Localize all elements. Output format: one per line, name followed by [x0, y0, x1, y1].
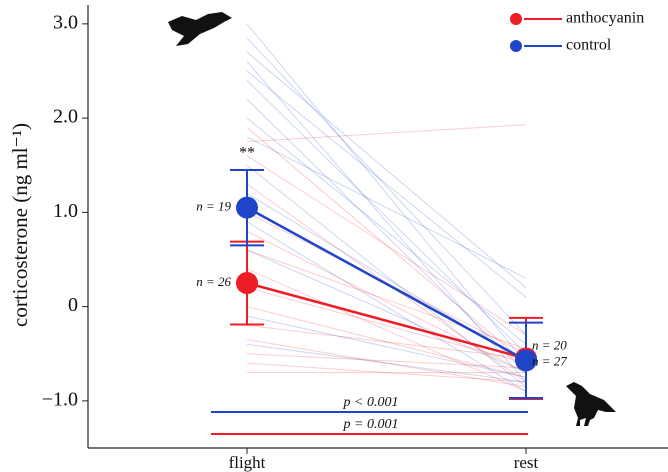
mean-point	[236, 196, 258, 219]
individual-line	[246, 221, 527, 392]
individual-line	[246, 155, 527, 336]
y-tick-label: −1.0	[42, 388, 78, 410]
mean-point	[236, 272, 258, 295]
individual-line	[246, 343, 527, 383]
individual-line	[246, 362, 527, 383]
x-tick-label: flight	[229, 453, 266, 472]
individual-line	[246, 136, 527, 279]
mean-line	[246, 281, 527, 360]
p-label: p < 0.001	[343, 395, 399, 410]
individual-line	[246, 98, 527, 373]
mean-point	[515, 349, 537, 372]
n-label: n = 19	[196, 199, 231, 214]
individual-line	[246, 61, 527, 383]
n-label: n = 27	[532, 353, 567, 368]
legend-label: anthocyanin	[566, 10, 644, 27]
individual-line	[246, 127, 527, 364]
x-tick-label: rest	[514, 453, 539, 472]
p-label: p = 0.001	[343, 417, 399, 432]
individual-line	[246, 353, 527, 369]
y-tick-label: 3.0	[53, 11, 78, 33]
y-tick-label: 0	[68, 294, 78, 316]
individual-line	[246, 164, 527, 388]
individual-line	[246, 287, 527, 364]
individual-line	[246, 268, 527, 392]
legend-marker	[510, 13, 522, 25]
significance: **	[239, 145, 255, 162]
n-label: n = 20	[532, 337, 567, 352]
individual-line	[246, 230, 527, 374]
y-tick-label: 2.0	[53, 106, 78, 128]
individual-line	[246, 339, 527, 388]
individual-line	[246, 249, 527, 374]
individual-line	[246, 51, 527, 289]
individual-line	[246, 70, 527, 298]
individual-line	[246, 23, 527, 364]
individual-line	[246, 117, 527, 345]
bird-flying-icon	[168, 12, 232, 46]
mean-line	[246, 206, 527, 362]
individual-line	[246, 124, 527, 143]
legend-marker	[510, 40, 522, 52]
individual-line	[246, 315, 527, 378]
bird-resting-icon	[566, 382, 616, 426]
y-tick-label: 1.0	[53, 200, 78, 222]
individual-line	[246, 80, 527, 355]
individual-line	[246, 249, 527, 350]
individual-line	[246, 324, 527, 359]
n-label: n = 26	[196, 274, 231, 289]
y-axis-label: corticosterone (ng ml⁻¹)	[8, 123, 32, 327]
individual-line	[246, 306, 527, 378]
individual-line	[246, 37, 527, 336]
legend-label: control	[566, 37, 612, 54]
